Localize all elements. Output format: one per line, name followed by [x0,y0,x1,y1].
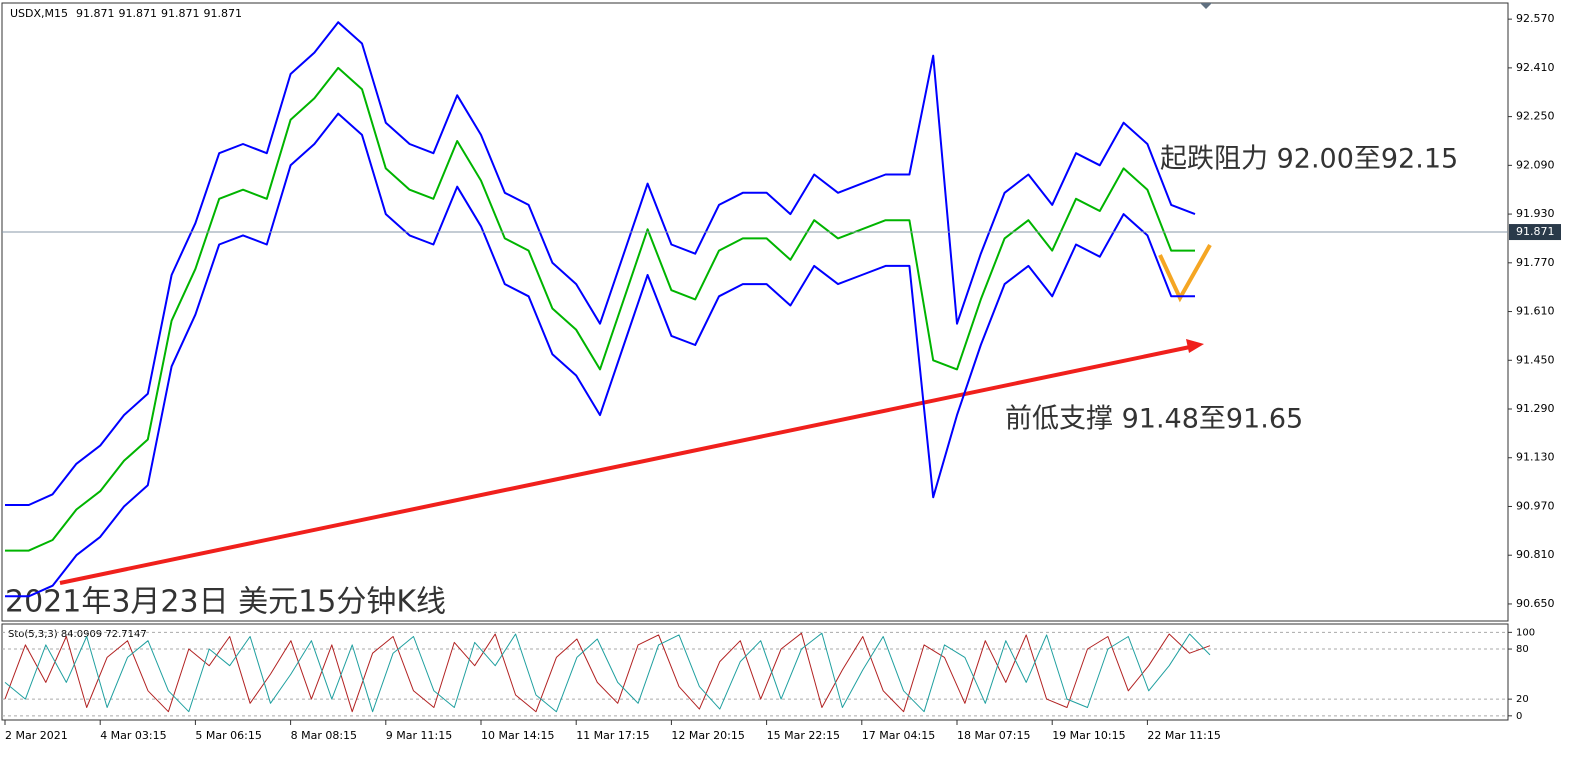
x-tick-label: 10 Mar 14:15 [481,729,554,742]
last-price-label: 91.871 [1516,225,1555,238]
arrow-head [1186,339,1204,353]
series-line [5,66,1195,552]
y-tick-label: 91.930 [1516,207,1555,220]
last-price-box [1509,224,1561,241]
shift-marker [1200,3,1212,9]
x-tick-label: 9 Mar 11:15 [386,729,452,742]
x-tick-label: 2 Mar 2021 [5,729,68,742]
y-tick-label: 100 [1516,627,1535,638]
y-tick-label: 92.410 [1516,61,1555,74]
y-tick-label: 92.570 [1516,12,1555,25]
y-tick-label: 20 [1516,694,1529,705]
low: 91.871 [161,7,200,20]
trend-arrow [59,345,1191,585]
y-tick-label: 91.770 [1516,256,1555,269]
x-tick-label: 4 Mar 03:15 [100,729,166,742]
open: 91.871 [76,7,115,20]
x-tick-label: 17 Mar 04:15 [862,729,935,742]
y-tick-label: 91.290 [1516,402,1555,415]
chart-caption: 2021年3月23日 美元15分钟K线 [5,585,446,620]
y-tick-label: 91.610 [1516,305,1555,318]
y-tick-label: 91.130 [1516,451,1555,464]
v-pattern [1158,244,1212,303]
x-tick-label: 22 Mar 11:15 [1147,729,1220,742]
price-panel [1,2,1509,622]
y-tick-label: 90.970 [1516,499,1555,512]
header: USDX,M15 91.871 91.871 91.871 91.871 [10,7,242,20]
stoch-title: Sto(5,3,3) 84.0909 72.7147 [8,629,147,640]
series-line [5,21,1196,506]
y-tick-label: 92.250 [1516,110,1555,123]
y-tick-label: 92.090 [1516,158,1555,171]
x-tick-label: 8 Mar 08:15 [291,729,357,742]
symbol: USDX,M15 [10,7,68,20]
x-tick-label: 19 Mar 10:15 [1052,729,1125,742]
resistance-note: 起跌阻力 92.00至92.15 [1160,144,1458,175]
x-tick-label: 18 Mar 07:15 [957,729,1030,742]
series-line [4,632,1211,713]
y-tick-label: 80 [1516,644,1529,655]
y-tick-label: 90.650 [1516,597,1555,610]
x-tick-label: 11 Mar 17:15 [576,729,649,742]
series-line [4,632,1211,713]
y-tick-label: 91.450 [1516,353,1555,366]
support-note: 前低支撑 91.48至91.65 [1005,404,1303,435]
stoch-panel [1,623,1509,721]
y-tick-label: 90.810 [1516,548,1555,561]
y-tick-label: 0 [1516,711,1522,722]
x-tick-label: 12 Mar 20:15 [671,729,744,742]
x-tick-label: 15 Mar 22:15 [767,729,840,742]
close: 91.871 [204,7,243,20]
series-line [5,112,1195,598]
high: 91.871 [119,7,158,20]
x-tick-label: 5 Mar 06:15 [195,729,261,742]
